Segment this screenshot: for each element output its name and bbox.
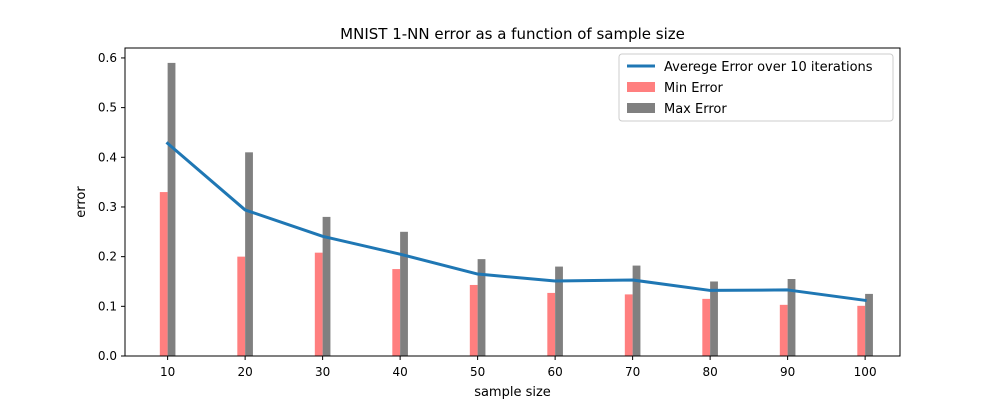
x-tick-label: 90 [780, 365, 795, 379]
chart-title: MNIST 1-NN error as a function of sample… [340, 25, 685, 43]
x-axis: 10 20 30 40 50 60 70 80 90 100 [160, 356, 877, 379]
legend-label: Max Error [664, 102, 727, 117]
legend: Averege Error over 10 iterations Min Erro… [618, 53, 894, 122]
x-tick-label: 40 [392, 365, 407, 379]
bar-max-error [632, 265, 641, 356]
bar-max-error [477, 259, 486, 356]
y-tick-label: 0.5 [98, 101, 117, 115]
bar-max-error [787, 279, 796, 356]
x-axis-label: sample size [474, 385, 551, 400]
x-tick-label: 50 [470, 365, 485, 379]
bar-min-error [392, 269, 401, 356]
bar-min-error [159, 192, 168, 356]
legend-swatch-max [627, 103, 655, 113]
bar-max-error [245, 152, 253, 356]
bar-max-error [865, 293, 873, 356]
bar-max-error [322, 216, 331, 356]
legend-swatch-min [627, 82, 655, 92]
bar-min-error [314, 252, 323, 356]
y-tick-label: 0.2 [98, 250, 117, 264]
legend-label: Min Error [664, 81, 724, 96]
bar-min-error [857, 305, 866, 356]
plot-frame [124, 47, 901, 357]
x-tick-label: 100 [854, 365, 877, 379]
y-tick-label: 0.6 [98, 51, 117, 65]
plot-marks [159, 62, 873, 356]
x-tick-label: 20 [237, 365, 252, 379]
x-tick-label: 70 [625, 365, 640, 379]
x-tick-label: 10 [160, 365, 175, 379]
y-tick-label: 0.1 [98, 299, 117, 313]
y-axis: 0.0 0.1 0.2 0.3 0.4 0.5 0.6 [98, 51, 125, 363]
x-tick-label: 60 [547, 365, 562, 379]
bar-min-error [624, 294, 633, 356]
bar-max-error [167, 62, 176, 356]
x-tick-label: 30 [315, 365, 330, 379]
y-tick-label: 0.4 [98, 150, 117, 164]
bar-max-error [555, 266, 563, 356]
bar-min-error [779, 304, 788, 356]
bar-min-error [547, 292, 556, 356]
bar-min-error [702, 298, 711, 356]
y-tick-label: 0.0 [98, 349, 117, 363]
y-axis-label: error [74, 186, 89, 218]
legend-frame [618, 53, 894, 122]
x-tick-label: 80 [702, 365, 717, 379]
bar-max-error [400, 231, 408, 356]
bar-min-error [469, 284, 478, 356]
bar-max-error [710, 281, 718, 356]
line-average-error [165, 141, 867, 303]
bar-min-error [237, 256, 246, 356]
y-tick-label: 0.3 [98, 200, 117, 214]
legend-label: Averege Error over 10 iterations [664, 60, 873, 75]
